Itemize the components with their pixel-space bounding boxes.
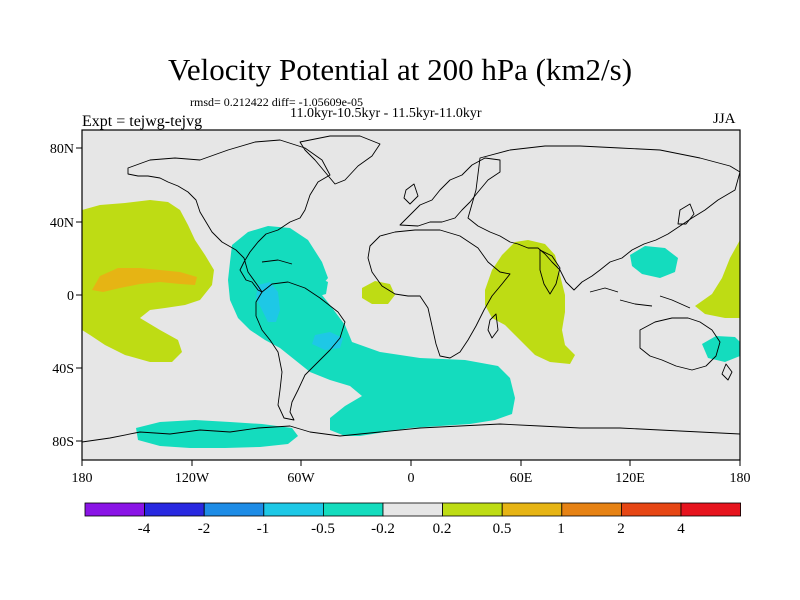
coast-cuba bbox=[261, 259, 293, 265]
coast-north-america bbox=[127, 139, 331, 293]
period-line: 11.0kyr-10.5kyr - 11.5kyr-11.0kyr bbox=[290, 106, 482, 121]
colorbar-box bbox=[322, 502, 384, 517]
coast-new-zealand bbox=[721, 363, 733, 381]
coast-south-america bbox=[255, 281, 346, 421]
region-south-brazil-core bbox=[312, 332, 343, 350]
coast-antarctica bbox=[81, 423, 741, 443]
lon-label-180w: 180 bbox=[72, 471, 93, 486]
colorbar-label: 2 bbox=[617, 521, 625, 537]
season-label: JJA bbox=[713, 111, 736, 127]
experiment-label: Expt = tejwg-tejvg bbox=[82, 113, 203, 130]
coastlines bbox=[81, 135, 741, 443]
region-west-pacific-positive bbox=[695, 240, 740, 318]
colorbar-label: -1 bbox=[257, 521, 270, 537]
colorbar-box bbox=[144, 502, 205, 517]
lon-label-60w: 60W bbox=[287, 471, 315, 486]
lon-label-120w: 120W bbox=[175, 471, 210, 486]
colorbar-label: -0.5 bbox=[311, 521, 335, 537]
lon-label-120e: 120E bbox=[615, 471, 645, 486]
colorbar-box bbox=[501, 502, 563, 517]
coast-asia bbox=[467, 145, 741, 291]
colorbar-label: 1 bbox=[557, 521, 565, 537]
figure-title: Velocity Potential at 200 hPa (km2/s) bbox=[167, 52, 633, 87]
colorbar-box bbox=[382, 502, 443, 517]
lon-labels: 180 120W 60W 0 60E 120E 180 bbox=[72, 471, 751, 486]
region-caribbean-negative bbox=[300, 276, 328, 298]
lon-label-180e: 180 bbox=[730, 471, 751, 486]
lat-label-80s: 80S bbox=[52, 435, 74, 450]
region-gulf-of-guinea-positive bbox=[362, 281, 395, 304]
colorbar-box bbox=[84, 502, 145, 517]
colorbar-box bbox=[442, 502, 503, 517]
colorbar-box bbox=[621, 502, 682, 517]
coast-australia bbox=[639, 317, 721, 371]
lat-label-40n: 40N bbox=[50, 216, 74, 231]
colorbar-box bbox=[680, 502, 741, 517]
region-central-pacific-core bbox=[92, 268, 197, 292]
region-antarctic-negative bbox=[136, 420, 298, 448]
lon-label-60e: 60E bbox=[510, 471, 533, 486]
colorbar-label: -0.2 bbox=[371, 521, 395, 537]
coast-britain bbox=[403, 183, 419, 205]
coast-europe bbox=[399, 157, 501, 227]
stats-line: rmsd= 0.212422 diff= -1.05609e-05 bbox=[190, 95, 363, 109]
coast-africa bbox=[367, 229, 511, 359]
lat-label-80n: 80N bbox=[50, 142, 74, 157]
colorbar bbox=[84, 502, 741, 517]
coast-madagascar bbox=[487, 313, 499, 339]
axis-ticks bbox=[76, 147, 741, 466]
colorbar-box bbox=[561, 502, 622, 517]
anomaly-fills bbox=[82, 200, 740, 448]
colorbar-label: 0.2 bbox=[433, 521, 452, 537]
coast-japan bbox=[677, 203, 695, 225]
region-sw-pacific-negative bbox=[702, 336, 740, 362]
colorbar-box bbox=[263, 502, 324, 517]
colorbar-labels: -4 -2 -1 -0.5 -0.2 0.2 0.5 1 2 4 bbox=[138, 521, 686, 537]
lat-labels: 80N 40N 0 40S 80S bbox=[50, 142, 74, 450]
coast-indonesia bbox=[589, 287, 691, 309]
lon-label-0: 0 bbox=[408, 471, 415, 486]
region-americas-atlantic-negative bbox=[228, 226, 515, 436]
region-west-pacific-negative bbox=[630, 246, 678, 278]
region-indian-ocean-positive bbox=[485, 240, 575, 364]
colorbar-label: 4 bbox=[677, 521, 685, 537]
colorbar-label: -4 bbox=[138, 521, 151, 537]
coast-greenland bbox=[299, 135, 381, 185]
coast-india bbox=[539, 249, 561, 295]
lat-label-40s: 40S bbox=[52, 362, 74, 377]
colorbar-label: 0.5 bbox=[493, 521, 512, 537]
colorbar-label: -2 bbox=[198, 521, 211, 537]
lat-label-0: 0 bbox=[67, 289, 74, 304]
colorbar-box bbox=[203, 502, 265, 517]
